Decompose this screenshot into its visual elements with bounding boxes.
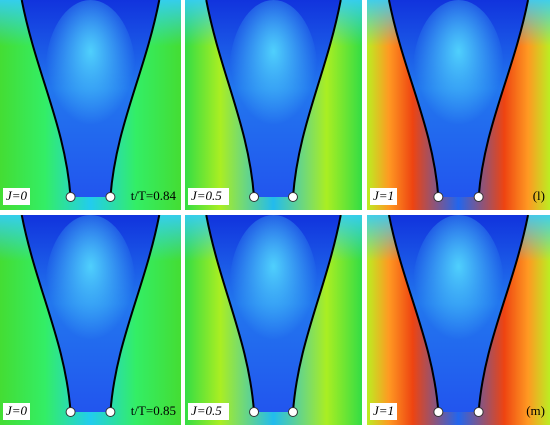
panel-label: J=0.5 — [191, 403, 222, 418]
panel-label: J=1 — [373, 403, 394, 418]
panel-content: J=0 t/T=0.85 — [0, 215, 181, 425]
panel: J=1 (m) — [367, 215, 550, 425]
left-boundary — [387, 0, 440, 198]
nozzle — [65, 407, 76, 417]
jet-core — [412, 0, 505, 147]
right-boundary — [109, 0, 161, 198]
left-boundary — [20, 0, 72, 198]
right-boundary — [477, 215, 530, 413]
panel-label: J=0 — [6, 403, 28, 418]
nozzle — [249, 192, 260, 202]
panel-content: J=0.5 — [185, 215, 362, 425]
jet-core — [229, 215, 318, 362]
left-boundary — [387, 215, 440, 413]
panel: J=0.5 — [185, 0, 362, 210]
nozzle — [433, 407, 444, 417]
right-boundary — [291, 215, 342, 413]
nozzle — [433, 192, 444, 202]
panel-content: J=0 t/T=0.84 — [0, 0, 181, 210]
nozzle — [105, 407, 116, 417]
label-box — [3, 403, 30, 420]
panel-note: (l) — [533, 188, 545, 203]
panel-content: J=0.5 — [185, 0, 362, 210]
jet-core — [412, 215, 505, 362]
nozzle — [473, 407, 484, 417]
jet-core — [229, 0, 318, 147]
panel-note: (m) — [526, 403, 545, 418]
jet-core — [45, 215, 136, 362]
label-box — [188, 403, 229, 420]
right-boundary — [291, 0, 342, 198]
panel-label: J=0 — [6, 188, 28, 203]
label-box — [188, 188, 229, 205]
nozzle — [287, 192, 298, 202]
label-box — [370, 188, 397, 205]
left-boundary — [205, 0, 256, 198]
panel: J=0 t/T=0.85 — [0, 215, 181, 425]
right-boundary — [477, 0, 530, 198]
panel: J=1 (l) — [367, 0, 550, 210]
nozzle — [287, 407, 298, 417]
label-box — [370, 403, 397, 420]
left-boundary — [205, 215, 256, 413]
jet-core — [45, 0, 136, 147]
panel: J=0.5 — [185, 215, 362, 425]
right-boundary — [109, 215, 161, 413]
nozzle — [249, 407, 260, 417]
panel: J=0 t/T=0.84 — [0, 0, 181, 210]
panel-note: t/T=0.85 — [131, 403, 176, 418]
panel-label: J=1 — [373, 188, 394, 203]
panel-note: t/T=0.84 — [131, 188, 177, 203]
panel-label: J=0.5 — [191, 188, 222, 203]
left-boundary — [20, 215, 72, 413]
nozzle — [105, 192, 116, 202]
nozzle — [65, 192, 76, 202]
panel-content: J=1 (m) — [367, 215, 550, 425]
panel-content: J=1 (l) — [367, 0, 550, 210]
label-box — [3, 188, 30, 205]
nozzle — [473, 192, 484, 202]
